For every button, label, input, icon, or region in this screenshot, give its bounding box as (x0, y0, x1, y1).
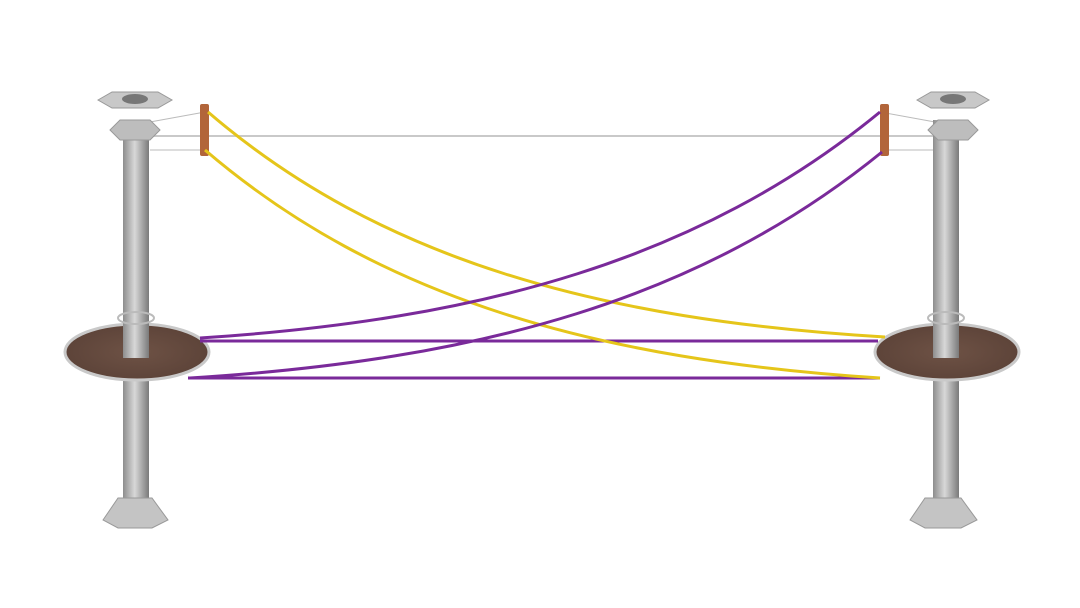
right-ring (927, 311, 965, 325)
left-post (96, 91, 174, 529)
left-ring (117, 311, 155, 325)
wire-stays (149, 111, 936, 151)
right-handle (880, 104, 889, 156)
yellow-rope (204, 148, 881, 380)
right-post-mid (933, 310, 959, 358)
left-post-mid (123, 310, 149, 358)
yellow-rope (207, 110, 886, 339)
left-handle (200, 104, 209, 156)
purple-rope (199, 110, 881, 340)
purple-rope (189, 150, 883, 380)
